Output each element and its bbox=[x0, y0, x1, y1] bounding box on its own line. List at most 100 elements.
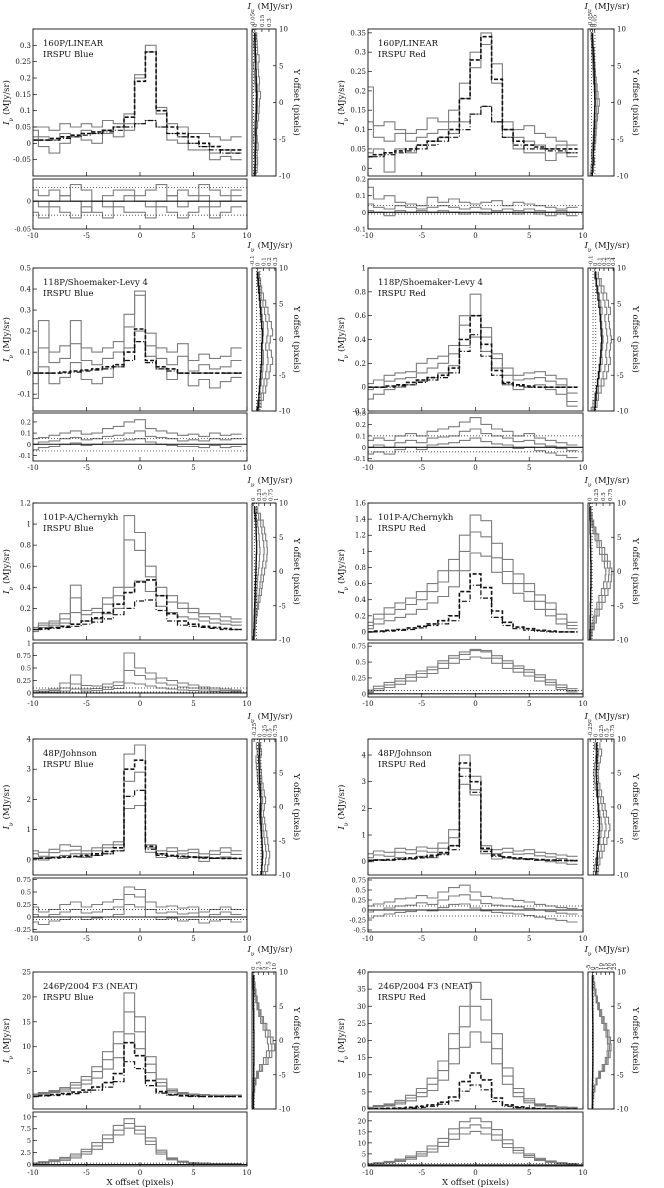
resid-y-tick-label: 0 bbox=[27, 1161, 31, 1169]
main-y-tick-label: 10 bbox=[357, 1071, 366, 1079]
side-x-tick-label: -0.1 bbox=[250, 255, 256, 266]
x-tick-label: -10 bbox=[27, 700, 38, 708]
side-x-tick-label: 0 bbox=[590, 23, 596, 27]
main-y-tick-label: 30 bbox=[357, 1003, 366, 1011]
main-y-tick-label: 20 bbox=[357, 1037, 366, 1045]
fit-step-0 bbox=[368, 314, 578, 388]
main-y-tick-label: 0.4 bbox=[20, 286, 32, 294]
profile-step-2 bbox=[33, 804, 242, 862]
side-y-tick-label: -5 bbox=[617, 136, 624, 144]
side-x-tick-label: 0.25 bbox=[257, 488, 263, 501]
iv-axis-label: Iν (MJy/sr) bbox=[336, 785, 350, 831]
side-x-tick-label: 10 bbox=[599, 963, 605, 970]
side-x-tick-label: 0.5 bbox=[601, 492, 607, 501]
profile-step-1 bbox=[33, 294, 242, 385]
side-y-tick-label: 10 bbox=[617, 969, 626, 977]
iv-subscript: ν bbox=[8, 822, 15, 826]
resid-y-tick-label: 0.25 bbox=[352, 897, 366, 905]
side-y-tick-label: -10 bbox=[279, 173, 290, 181]
x-tick-label: 10 bbox=[243, 1169, 252, 1177]
x-tick-label: 5 bbox=[527, 700, 531, 708]
resid-y-tick-label: 0 bbox=[362, 690, 366, 698]
side-y-tick-label: -5 bbox=[279, 602, 286, 610]
iv-symbol: I bbox=[337, 1059, 347, 1064]
side-fit-step bbox=[254, 32, 258, 176]
iv-symbol: I bbox=[584, 2, 589, 12]
main-y-tick-label: 25 bbox=[357, 1020, 366, 1028]
side-profile-step-1 bbox=[592, 271, 609, 411]
side-profile-step-0 bbox=[259, 742, 271, 875]
side-frame bbox=[251, 267, 277, 412]
resid-y-tick-label: 0.75 bbox=[17, 876, 31, 884]
main-y-tick-label: 25 bbox=[22, 969, 31, 977]
side-x-tick-label: -0.1 bbox=[588, 255, 594, 266]
resid-y-tick-label: 0 bbox=[27, 441, 31, 449]
iv-axis-label: Iν (MJy/sr) bbox=[336, 317, 350, 363]
side-iv-axis-label: Iν (MJy/sr) bbox=[247, 944, 293, 958]
resid-y-tick-label: 0.1 bbox=[356, 192, 366, 200]
resid-y-tick-label: -0.1 bbox=[353, 226, 366, 234]
side-y-tick-label: -10 bbox=[279, 408, 290, 416]
side-y-tick-label: 5 bbox=[617, 770, 621, 778]
panel-subtitle: IRSPU Red bbox=[378, 993, 426, 1003]
iv-unit: (MJy/sr) bbox=[1, 1018, 12, 1053]
resid-y-tick-label: -0.05 bbox=[14, 226, 31, 234]
main-y-tick-label: 0 bbox=[27, 626, 31, 634]
x-offset-axis-label: X offset (pixels) bbox=[106, 1177, 173, 1188]
profile-step-0 bbox=[368, 293, 578, 394]
side-y-tick-label: 10 bbox=[617, 265, 626, 273]
resid-y-tick-label: 10 bbox=[358, 1139, 366, 1147]
main-y-tick-label: -0.2 bbox=[353, 408, 367, 416]
panel-title: 118P/Shoemaker-Levy 4 bbox=[378, 278, 483, 288]
x-tick-label: 5 bbox=[191, 935, 195, 943]
main-y-tick-label: 1.2 bbox=[355, 532, 366, 540]
side-y-tick-label: -10 bbox=[279, 637, 290, 645]
panel-subtitle: IRSPU Red bbox=[378, 524, 426, 534]
side-fit-step bbox=[591, 975, 594, 1109]
resid-y-tick-label: 0 bbox=[362, 444, 366, 452]
resid-y-tick-label: -0.1 bbox=[18, 452, 31, 460]
y-offset-axis-label: Y offset (pixels) bbox=[291, 537, 302, 605]
main-y-tick-label: 0.25 bbox=[350, 68, 366, 76]
side-iv-axis-label: Iν (MJy/sr) bbox=[584, 1, 630, 15]
y-offset-axis-label: Y offset (pixels) bbox=[630, 537, 641, 605]
fit-step-0 bbox=[33, 759, 242, 860]
side-y-tick-label: 5 bbox=[617, 62, 621, 70]
x-tick-label: 10 bbox=[579, 1169, 588, 1177]
main-y-tick-label: 0 bbox=[27, 856, 31, 864]
side-profile-step-2 bbox=[591, 975, 609, 1109]
side-y-tick-label: 0 bbox=[617, 336, 621, 344]
main-y-tick-label: 0.05 bbox=[350, 145, 366, 153]
main-y-tick-label: 0 bbox=[362, 1106, 366, 1114]
iv-symbol: I bbox=[584, 241, 589, 251]
x-tick-label: -5 bbox=[83, 935, 90, 943]
side-y-tick-label: 0 bbox=[279, 1037, 283, 1045]
panel-subtitle: IRSPU Blue bbox=[43, 524, 94, 534]
main-y-tick-label: 4 bbox=[362, 752, 367, 760]
fit-step-1 bbox=[368, 105, 578, 158]
main-y-tick-label: 0.5 bbox=[20, 265, 31, 273]
main-y-tick-label: 0.6 bbox=[355, 312, 367, 320]
x-tick-label: 10 bbox=[579, 935, 588, 943]
side-x-tick-label: 0.1 bbox=[597, 257, 603, 266]
x-tick-label: 10 bbox=[243, 935, 252, 943]
side-y-tick-label: 0 bbox=[279, 568, 283, 576]
side-y-tick-label: 10 bbox=[279, 265, 288, 273]
main-y-tick-label: 35 bbox=[357, 986, 366, 994]
iv-unit: (MJy/sr) bbox=[258, 240, 293, 251]
profile-step-2 bbox=[368, 1031, 578, 1109]
iv-unit: (MJy/sr) bbox=[258, 1, 293, 12]
x-tick-label: -10 bbox=[27, 935, 38, 943]
fit-step-1 bbox=[33, 341, 242, 374]
panel-title: 246P/2004 F3 (NEAT) bbox=[378, 981, 473, 992]
resid-step-0 bbox=[33, 886, 242, 913]
side-y-tick-label: 10 bbox=[279, 26, 288, 34]
side-y-tick-label: 10 bbox=[617, 736, 626, 744]
iv-unit: (MJy/sr) bbox=[336, 549, 347, 584]
main-y-tick-label: 0.8 bbox=[355, 288, 366, 296]
resid-y-tick-label: -0.25 bbox=[14, 926, 31, 934]
iv-unit: (MJy/sr) bbox=[595, 240, 630, 251]
x-tick-label: 0 bbox=[473, 232, 477, 240]
